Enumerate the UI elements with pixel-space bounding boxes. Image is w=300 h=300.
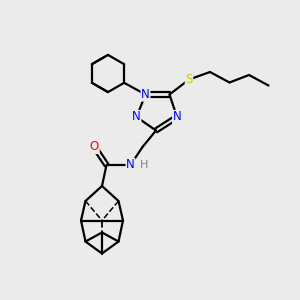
Text: H: H — [140, 160, 148, 170]
Text: O: O — [90, 140, 99, 154]
Text: N: N — [141, 88, 150, 101]
Text: S: S — [185, 73, 193, 86]
Text: N: N — [132, 110, 141, 124]
Text: N: N — [172, 110, 182, 124]
Text: N: N — [126, 158, 135, 172]
